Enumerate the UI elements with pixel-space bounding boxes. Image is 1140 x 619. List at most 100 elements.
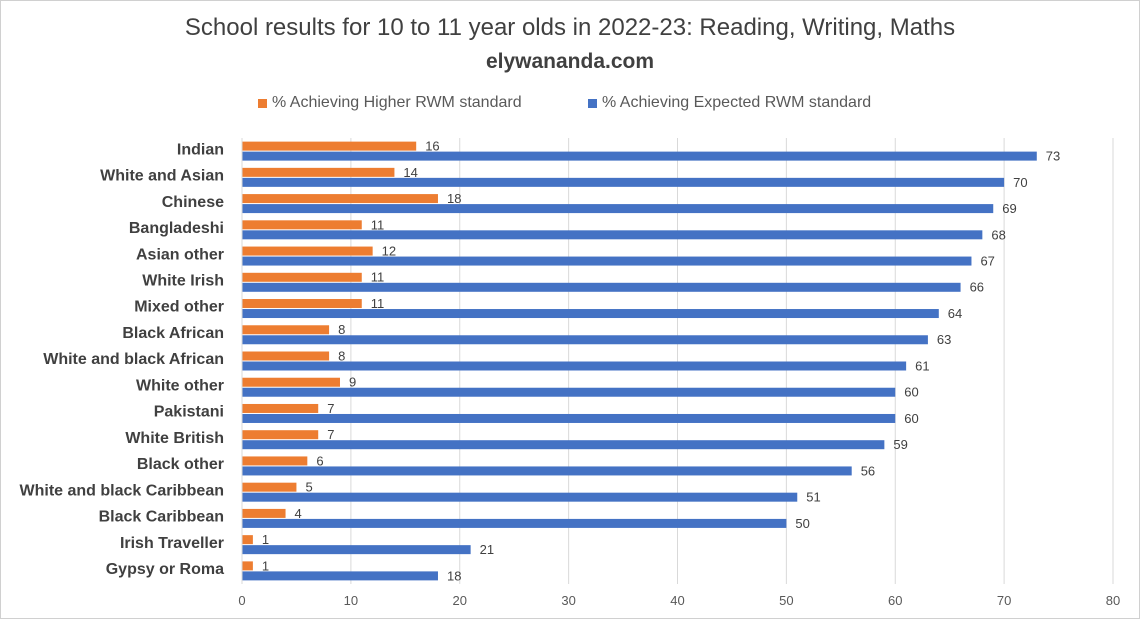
x-tick-label: 50 — [779, 593, 793, 608]
legend-label-expected: % Achieving Expected RWM standard — [602, 94, 872, 111]
data-label-expected: 59 — [893, 437, 907, 452]
chart-subtitle: elywananda.com — [485, 50, 655, 73]
category-label: White and black African — [43, 351, 224, 368]
data-label-expected: 21 — [480, 542, 494, 557]
bar-expected — [242, 151, 1037, 161]
bar-expected — [242, 177, 1005, 187]
data-label-higher: 11 — [371, 270, 385, 285]
category-label: Irish Traveller — [120, 535, 224, 552]
data-label-expected: 68 — [991, 227, 1005, 242]
x-tick-label: 40 — [670, 593, 684, 608]
bar-expected — [242, 204, 994, 214]
data-label-expected: 64 — [948, 306, 962, 321]
legend-swatch-expected — [588, 98, 597, 108]
bar-higher — [242, 377, 340, 387]
data-label-higher: 9 — [349, 375, 356, 390]
data-label-higher: 11 — [371, 296, 385, 311]
bar-higher — [242, 167, 395, 177]
bar-expected — [242, 361, 907, 371]
x-tick-label: 60 — [888, 593, 902, 608]
bar-expected — [242, 545, 471, 555]
bar-higher — [242, 456, 308, 466]
category-label: Black Caribbean — [99, 509, 224, 526]
data-label-expected: 18 — [447, 568, 461, 583]
data-label-expected: 69 — [1002, 201, 1016, 216]
data-label-expected: 70 — [1013, 175, 1027, 190]
bar-higher — [242, 194, 438, 204]
data-label-expected: 73 — [1046, 149, 1060, 164]
x-tick-label: 20 — [453, 593, 467, 608]
x-tick-label: 80 — [1106, 593, 1120, 608]
bar-expected — [242, 492, 798, 502]
data-label-higher: 14 — [403, 165, 417, 180]
x-tick-label: 30 — [561, 593, 575, 608]
category-label: Chinese — [162, 194, 224, 211]
data-label-higher: 18 — [447, 191, 461, 206]
bar-expected — [242, 256, 972, 266]
category-label: Bangladeshi — [129, 220, 224, 237]
category-label: Black African — [122, 325, 224, 342]
data-label-higher: 7 — [327, 427, 334, 442]
bar-higher — [242, 141, 417, 151]
data-label-expected: 51 — [806, 490, 820, 505]
data-label-higher: 6 — [316, 453, 323, 468]
data-label-higher: 5 — [305, 480, 312, 495]
bar-expected — [242, 571, 438, 581]
data-label-higher: 1 — [262, 558, 269, 573]
bar-expected — [242, 413, 896, 423]
bar-higher — [242, 272, 362, 282]
data-label-higher: 16 — [425, 139, 439, 154]
category-label: Gypsy or Roma — [106, 561, 224, 578]
bar-higher — [242, 508, 286, 518]
data-label-expected: 56 — [861, 463, 875, 478]
bar-higher — [242, 482, 297, 492]
legend-label-higher: % Achieving Higher RWM standard — [272, 94, 522, 111]
data-label-expected: 66 — [970, 280, 984, 295]
bar-higher — [242, 299, 362, 309]
bar-higher — [242, 561, 253, 571]
bar-expected — [242, 309, 939, 319]
x-tick-label: 0 — [238, 593, 245, 608]
category-label: White and Asian — [100, 168, 224, 185]
category-label: Asian other — [136, 246, 224, 263]
category-label: Pakistani — [154, 404, 224, 421]
legend-swatch-higher — [258, 98, 267, 108]
data-label-expected: 60 — [904, 411, 918, 426]
bar-expected — [242, 466, 852, 476]
bar-higher — [242, 535, 253, 545]
data-label-higher: 8 — [338, 322, 345, 337]
category-label: Mixed other — [134, 299, 224, 316]
data-label-expected: 50 — [795, 516, 809, 531]
chart-legend: % Achieving Higher RWM standard % Achiev… — [0, 94, 1140, 114]
bar-expected — [242, 335, 928, 345]
category-label: Black other — [137, 456, 224, 473]
bar-higher — [242, 325, 330, 335]
category-label: White other — [136, 377, 224, 394]
category-label: White British — [125, 430, 224, 447]
bar-expected — [242, 282, 961, 292]
chart-title: School results for 10 to 11 year olds in… — [184, 14, 956, 41]
data-label-expected: 63 — [937, 332, 951, 347]
bar-higher — [242, 351, 330, 361]
data-label-higher: 1 — [262, 532, 269, 547]
bar-expected — [242, 518, 787, 528]
data-label-higher: 7 — [327, 401, 334, 416]
bar-expected — [242, 387, 896, 397]
bar-expected — [242, 230, 983, 240]
x-tick-label: 70 — [997, 593, 1011, 608]
bar-higher — [242, 246, 373, 256]
bar-higher — [242, 220, 362, 230]
data-label-higher: 8 — [338, 348, 345, 363]
category-label: White Irish — [142, 273, 224, 290]
data-label-expected: 60 — [904, 385, 918, 400]
data-label-higher: 12 — [382, 243, 396, 258]
data-label-higher: 11 — [371, 217, 385, 232]
category-label: White and black Caribbean — [20, 482, 224, 499]
bar-higher — [242, 430, 319, 440]
legend-item-expected: % Achieving Expected RWM standard — [588, 94, 871, 112]
category-label: Indian — [177, 141, 224, 158]
bar-expected — [242, 440, 885, 450]
data-label-expected: 67 — [980, 253, 994, 268]
x-tick-label: 10 — [344, 593, 358, 608]
